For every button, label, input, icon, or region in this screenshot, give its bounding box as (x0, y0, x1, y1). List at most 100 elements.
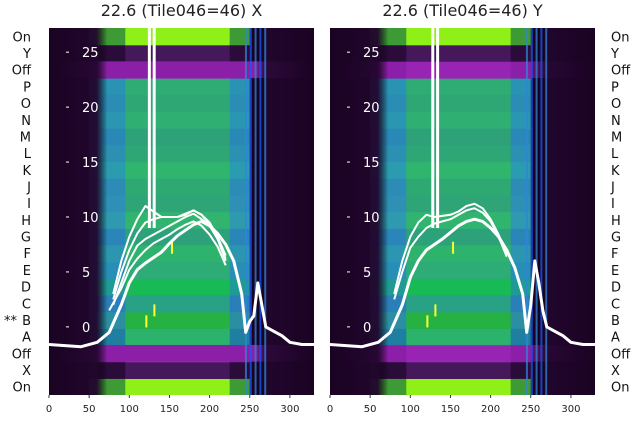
row-label: N (611, 114, 621, 129)
row-label: J (26, 180, 31, 195)
heatmap-streak (525, 28, 528, 395)
heatmap-fleck (452, 241, 455, 254)
x-tick-label: 250 (521, 404, 540, 415)
row-label: On (13, 381, 31, 396)
x-tick-label: 50 (364, 404, 377, 415)
row-label: G (21, 231, 31, 246)
row-label: Off (611, 64, 631, 79)
y-tick-label: 25 (363, 46, 380, 61)
y-tick-label: 20 (363, 101, 380, 116)
row-label: M (20, 130, 31, 145)
row-label: Off (611, 347, 631, 362)
y-tick-label: 0 (82, 321, 90, 336)
row-label: A (22, 331, 31, 346)
overlay-line (330, 217, 595, 349)
heatmap-streak (540, 28, 543, 395)
row-label: C (611, 297, 620, 312)
row-label: On (611, 30, 629, 45)
x-tick-label: 250 (240, 404, 259, 415)
heatmap-fleck (426, 315, 429, 328)
row-label: B (611, 314, 620, 329)
heatmap-streak (264, 28, 267, 395)
heatmap-edge-shade (49, 28, 314, 395)
row-label: Off (12, 64, 32, 79)
row-label: X (22, 364, 31, 379)
row-label: On (13, 30, 31, 45)
chart-title: 22.6 (Tile046=46) Y (382, 1, 543, 20)
x-tick-label: 200 (200, 404, 219, 415)
heatmap-streak (530, 28, 533, 395)
row-label: Y (610, 47, 619, 62)
heatmap-streak (254, 28, 257, 395)
row-label: X (611, 364, 620, 379)
x-tick-label: 100 (401, 404, 420, 415)
row-label: Off (12, 347, 32, 362)
x-tick-label: 0 (327, 404, 333, 415)
chart-title: 22.6 (Tile046=46) X (101, 1, 263, 20)
y-tick-label: 0 (363, 321, 371, 336)
heatmap-streak (259, 28, 262, 395)
row-label: I (611, 197, 615, 212)
row-label: J (610, 180, 615, 195)
x-tick-label: 200 (481, 404, 500, 415)
overlay-line (393, 207, 508, 300)
heatmap-streak (535, 28, 538, 395)
heatmap-fleck (434, 304, 437, 317)
row-label: E (611, 264, 619, 279)
heatmap-streak (244, 28, 247, 395)
row-label: Y (22, 47, 31, 62)
row-label: D (21, 281, 31, 296)
heatmap-fleck (171, 241, 174, 254)
row-label: M (611, 130, 622, 145)
y-tick-label: 10 (363, 211, 380, 226)
row-label: A (611, 331, 620, 346)
panel-y: 0 5 10 15 20 25 22.6 (Tile046=46) Y 0 50 100 150 20… (327, 1, 631, 415)
row-label: F (611, 247, 618, 262)
x-tick-label: 150 (441, 404, 460, 415)
row-label: O (21, 97, 31, 112)
row-label: H (611, 214, 621, 229)
y-tick-label: 10 (82, 211, 99, 226)
heatmap-streak (545, 28, 548, 395)
x-tick-label: 150 (160, 404, 179, 415)
heatmap-area (330, 28, 595, 395)
row-label: L (611, 147, 619, 162)
row-label: F (24, 247, 31, 262)
heatmap-streak (249, 28, 252, 395)
row-label: P (611, 80, 619, 95)
heatmap-fleck (145, 315, 148, 328)
row-label: K (22, 164, 31, 179)
overlay-line (108, 220, 227, 311)
x-tick-label: 50 (83, 404, 96, 415)
panel-x: 0 5 10 15 20 25 22.6 (Tile046=46) X 0 50 100 150 20… (4, 1, 314, 415)
x-tick-label: 300 (561, 404, 580, 415)
row-label: N (21, 114, 31, 129)
row-label: P (23, 80, 31, 95)
row-label: G (611, 231, 621, 246)
y-tick-label: 15 (82, 156, 99, 171)
row-label: I (27, 197, 31, 212)
y-tick-label: 5 (363, 266, 371, 281)
y-tick-label: 5 (82, 266, 90, 281)
row-label: K (611, 164, 620, 179)
heatmap-fleck (153, 304, 156, 317)
x-tick-label: 100 (120, 404, 139, 415)
y-tick-label: 20 (82, 101, 99, 116)
row-label: D (611, 281, 621, 296)
row-label: H (21, 214, 31, 229)
heatmap-area (49, 28, 314, 395)
row-label: L (24, 147, 32, 162)
row-label: O (611, 97, 621, 112)
row-marker: ** (4, 314, 18, 329)
overlay-line (393, 202, 508, 295)
row-label: C (22, 297, 31, 312)
y-tick-label: 25 (82, 46, 99, 61)
x-tick-label: 300 (280, 404, 299, 415)
overlay-line (112, 205, 227, 295)
x-tick-label: 0 (46, 404, 52, 415)
y-tick-label: 15 (363, 156, 380, 171)
row-label: On (611, 381, 629, 396)
row-label: B (22, 314, 31, 329)
row-label: E (23, 264, 31, 279)
